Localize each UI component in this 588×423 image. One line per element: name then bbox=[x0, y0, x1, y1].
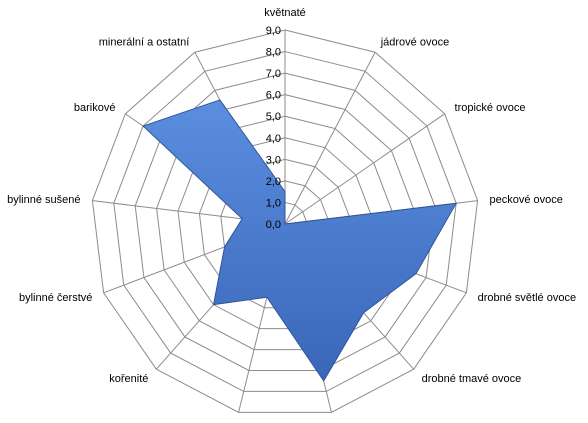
tick-label-6: 6,0 bbox=[266, 90, 281, 102]
tick-label-4: 4,0 bbox=[266, 133, 281, 145]
category-label-2: tropické ovoce bbox=[455, 102, 526, 114]
spoke-1 bbox=[284, 51, 376, 225]
category-label-12: minerální a ostatní bbox=[99, 37, 190, 49]
category-label-layer: květnaté jádrové ovoce tropické ovoce pecko… bbox=[7, 7, 576, 385]
tick-label-2: 2,0 bbox=[266, 176, 281, 188]
grid-ring-8 bbox=[113, 51, 457, 392]
category-label-8: kořenité bbox=[109, 373, 148, 385]
tick-label-3: 3,0 bbox=[266, 154, 281, 166]
tick-label-5: 5,0 bbox=[266, 111, 281, 123]
series-area-0 bbox=[142, 99, 458, 382]
tick-layer: 0,0 1,0 2,0 3,0 4,0 5,0 6,0 7,0 8,0 9,0 bbox=[266, 25, 281, 231]
category-label-4: drobné světlé ovoce bbox=[478, 292, 576, 304]
spoke-2 bbox=[284, 113, 445, 225]
tick-label-0: 0,0 bbox=[266, 219, 281, 231]
category-label-1: jádrové ovoce bbox=[380, 37, 450, 49]
tick-label-7: 7,0 bbox=[266, 68, 281, 80]
grid-ring-6 bbox=[156, 94, 414, 351]
grid-ring-9 bbox=[91, 29, 479, 413]
category-label-3: peckové ovoce bbox=[490, 194, 563, 206]
series-layer bbox=[142, 99, 458, 382]
category-label-0: květnaté bbox=[264, 7, 306, 19]
category-label-10: bylinné sušené bbox=[7, 194, 80, 206]
category-label-11: barikové bbox=[74, 102, 116, 114]
category-label-5: drobné tmavé ovoce bbox=[422, 373, 522, 385]
grid-ring-7 bbox=[134, 72, 436, 371]
category-label-9: bylinné čerstvé bbox=[19, 292, 92, 304]
tick-label-9: 9,0 bbox=[266, 25, 281, 37]
tick-label-1: 1,0 bbox=[266, 197, 281, 209]
tick-label-8: 8,0 bbox=[266, 47, 281, 59]
